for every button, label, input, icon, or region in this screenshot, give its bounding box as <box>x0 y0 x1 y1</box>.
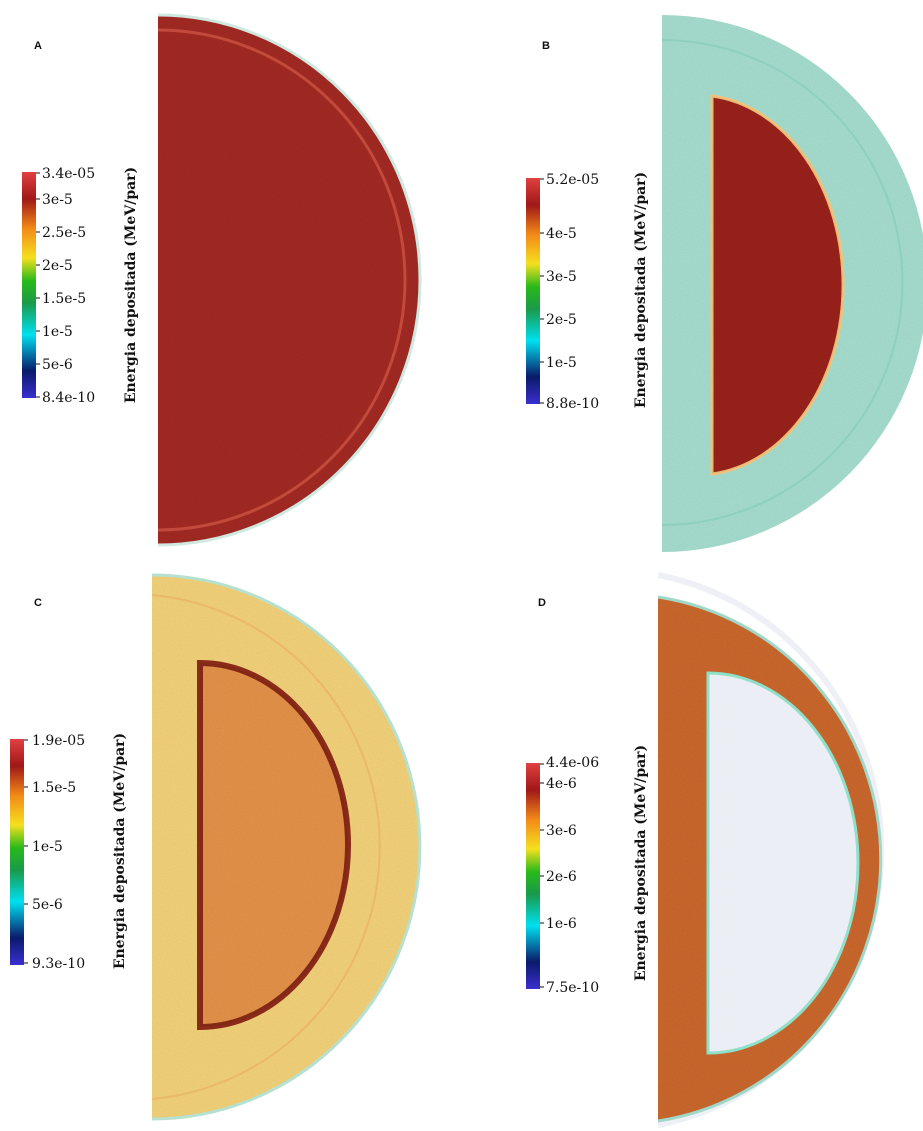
inner-ring-line <box>157 28 407 532</box>
colorbar <box>10 739 24 965</box>
tick-label: 3.4e-05 <box>42 166 95 182</box>
tick-label: 2e-6 <box>546 869 577 885</box>
tick-label: 1e-5 <box>42 324 73 340</box>
tick-label: 3e-6 <box>546 823 577 839</box>
panel-label: B <box>542 40 550 52</box>
tick-label: 8.4e-10 <box>42 390 95 406</box>
tick-label: 1.9e-05 <box>32 733 85 749</box>
colorbar-ticks: 4.4e-06 4e-6 3e-6 2e-6 1e-6 7.5e-10 <box>540 755 599 996</box>
tick-label: 2e-5 <box>546 312 577 328</box>
panel-label: D <box>538 597 546 609</box>
tick-label: 7.5e-10 <box>546 980 599 996</box>
panel-c: C 1.9e-05 1.5e-5 1e-5 5e-6 9.3e-10 Energ… <box>0 565 462 1131</box>
tick-label: 3e-5 <box>42 192 73 208</box>
colorbar-title: Energia depositada (MeV/par) <box>633 172 649 408</box>
tick-label: 5.2e-05 <box>546 172 599 188</box>
inner-ring-line <box>151 594 381 1100</box>
dose-map: 1.9e-05 1.5e-5 1e-5 5e-6 9.3e-10 Energia… <box>10 573 422 1121</box>
tick-label: 2.5e-5 <box>42 225 86 241</box>
colorbar <box>22 172 36 398</box>
dose-map: 4.4e-06 4e-6 3e-6 2e-6 1e-6 7.5e-10 Ener… <box>526 572 885 1128</box>
tick-label: 5e-6 <box>32 897 63 913</box>
tick-label: 1.5e-5 <box>42 291 86 307</box>
colorbar-title: Energia depositada (MeV/par) <box>123 167 139 403</box>
tick-label: 9.3e-10 <box>32 956 85 972</box>
dose-map: 3.4e-05 3e-5 2.5e-5 2e-5 1.5e-5 1e-5 5e-… <box>22 13 422 547</box>
tick-label: 5e-6 <box>42 357 73 373</box>
inner-half-disk <box>706 671 860 1055</box>
tick-label: 4.4e-06 <box>546 755 599 771</box>
panel-label: A <box>34 40 42 52</box>
colorbar-title: Energia depositada (MeV/par) <box>633 745 649 981</box>
inner-ring-line <box>661 39 904 526</box>
tick-label: 3e-5 <box>546 269 577 285</box>
dose-map: 5.2e-05 4e-5 3e-5 2e-5 1e-5 8.8e-10 Ener… <box>526 15 923 552</box>
colorbar-ticks: 1.9e-05 1.5e-5 1e-5 5e-6 9.3e-10 <box>24 733 85 972</box>
colorbar <box>526 763 540 989</box>
panel-b: B 5.2e-05 4e-5 3e-5 2e-5 1e-5 8.8e-10 En… <box>462 0 923 565</box>
colorbar-title: Energia depositada (MeV/par) <box>112 733 128 969</box>
tick-label: 1.5e-5 <box>32 780 76 796</box>
tick-label: 2e-5 <box>42 258 73 274</box>
panel-d: D 4.4e-06 4e-6 3e-6 2e-6 1e-6 7.5e-10 En… <box>462 565 923 1131</box>
tick-label: 1e-6 <box>546 916 577 932</box>
edge-rim <box>657 595 883 1123</box>
tick-label: 8.8e-10 <box>546 396 599 412</box>
panel-a: A 3.4e-05 3e-5 2.5e-5 2e-5 1.5e-5 1e-5 5… <box>0 0 462 565</box>
colorbar-ticks: 5.2e-05 4e-5 3e-5 2e-5 1e-5 8.8e-10 <box>540 172 599 412</box>
edge-rim <box>157 13 422 547</box>
tick-label: 4e-5 <box>546 226 577 242</box>
colorbar <box>526 178 540 404</box>
panel-label: C <box>34 597 42 609</box>
edge-rim <box>151 573 422 1121</box>
colorbar-ticks: 3.4e-05 3e-5 2.5e-5 2e-5 1.5e-5 1e-5 5e-… <box>36 166 95 406</box>
tick-label: 4e-6 <box>546 776 577 792</box>
tick-label: 1e-5 <box>32 839 63 855</box>
tick-label: 1e-5 <box>546 355 577 371</box>
